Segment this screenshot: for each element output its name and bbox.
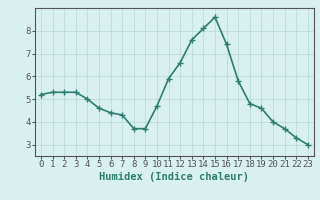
X-axis label: Humidex (Indice chaleur): Humidex (Indice chaleur) — [100, 172, 249, 182]
